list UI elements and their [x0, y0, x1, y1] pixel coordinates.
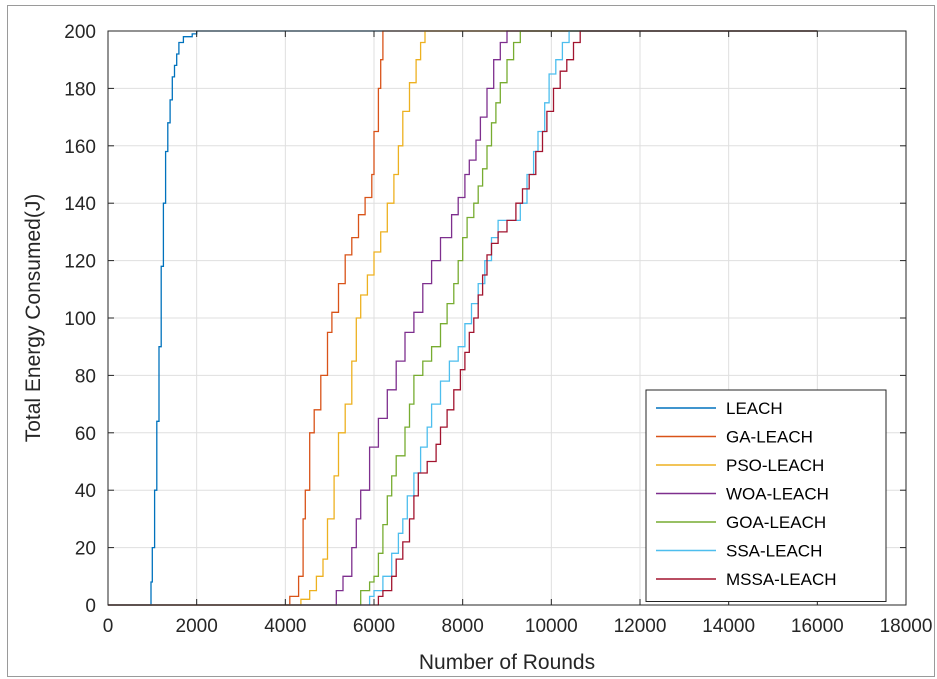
x-tick-label: 18000 — [880, 616, 933, 637]
y-tick-label: 40 — [75, 481, 96, 502]
x-tick-label: 12000 — [614, 616, 667, 637]
x-tick-label: 0 — [103, 616, 114, 637]
y-axis-label: Total Energy Consumed(J) — [22, 194, 45, 443]
y-tick-label: 60 — [75, 424, 96, 445]
legend: LEACH GA-LEACH PSO-LEACH WOA-LEACH GOA-LEACH… — [645, 389, 887, 602]
ticks: 0 2000 4000 6000 8000 10000 12000 14000 16000 180… — [64, 22, 932, 637]
legend-label: PSO-LEACH — [726, 456, 824, 475]
legend-label: MSSA-LEACH — [726, 570, 837, 589]
y-tick-label: 80 — [75, 366, 96, 387]
y-tick-label: 140 — [64, 194, 96, 215]
legend-label: LEACH — [726, 399, 783, 418]
y-tick-label: 120 — [64, 252, 96, 273]
x-tick-label: 16000 — [791, 616, 844, 637]
series-line-goa-leach — [108, 30, 818, 606]
x-tick-label: 10000 — [525, 616, 578, 637]
series-line-leach — [108, 30, 818, 606]
y-tick-label: 200 — [64, 22, 96, 43]
series-line-pso-leach — [108, 30, 818, 606]
x-tick-label: 4000 — [264, 616, 306, 637]
x-tick-label: 14000 — [702, 616, 755, 637]
x-tick-label: 6000 — [353, 616, 395, 637]
series-line-mssa-leach — [108, 30, 818, 606]
legend-label: SSA-LEACH — [726, 542, 822, 561]
legend-label: WOA-LEACH — [726, 485, 829, 504]
legend-label: GA-LEACH — [726, 428, 813, 447]
series-lines — [108, 30, 818, 606]
y-tick-label: 160 — [64, 137, 96, 158]
x-axis-label: Number of Rounds — [419, 651, 595, 674]
y-tick-label: 180 — [64, 79, 96, 100]
y-tick-label: 20 — [75, 539, 96, 560]
legend-label: GOA-LEACH — [726, 513, 826, 532]
series-line-ga-leach — [108, 30, 818, 606]
x-tick-label: 2000 — [176, 616, 218, 637]
series-line-woa-leach — [108, 30, 818, 606]
x-tick-label: 8000 — [442, 616, 484, 637]
y-tick-label: 100 — [64, 309, 96, 330]
legend-box — [645, 389, 887, 602]
y-tick-label: 0 — [85, 596, 96, 617]
